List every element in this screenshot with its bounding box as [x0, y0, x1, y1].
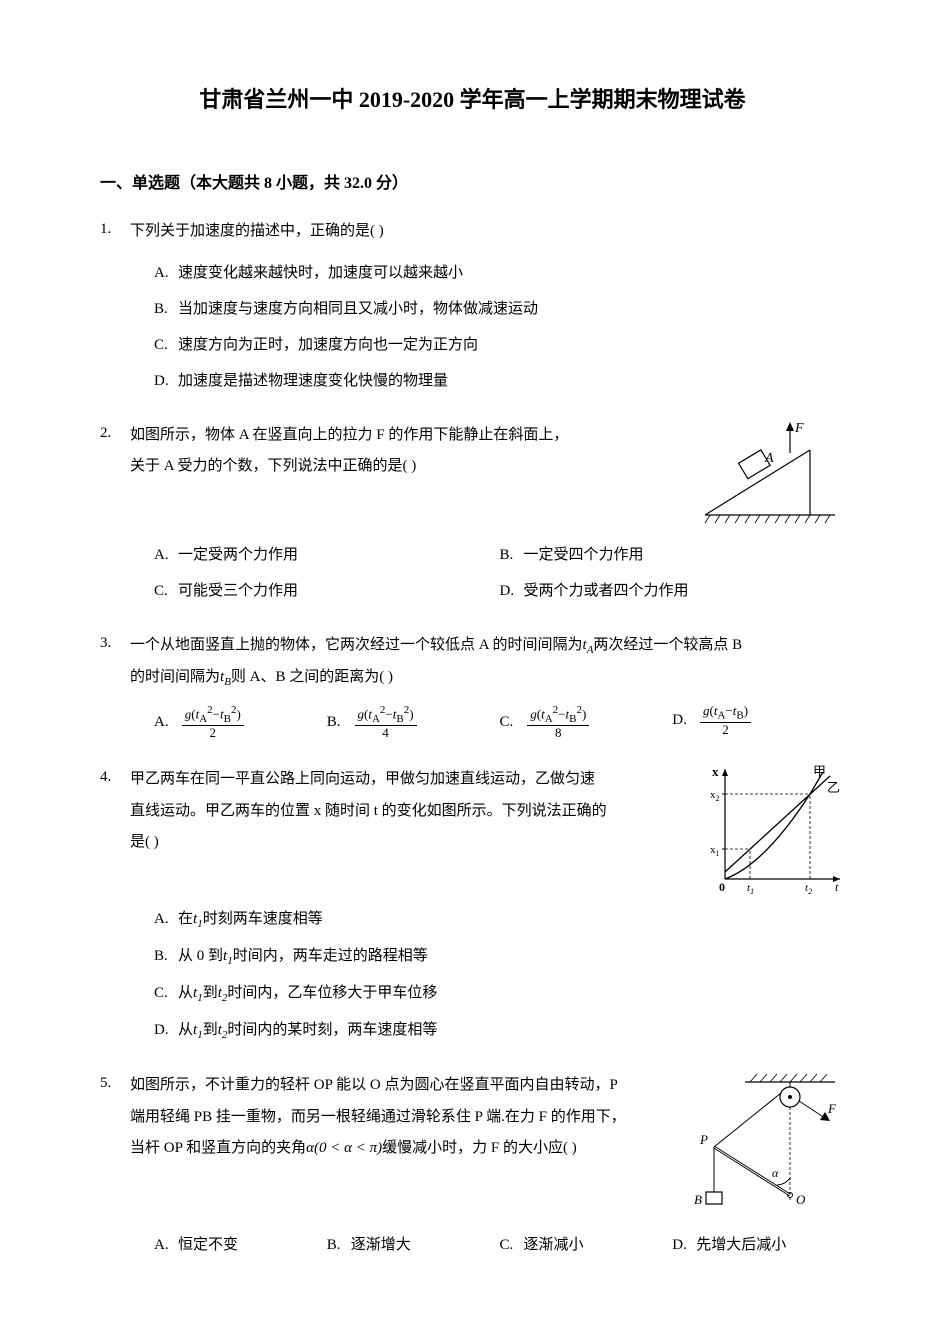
svg-text:x: x	[712, 764, 719, 779]
svg-text:t1: t1	[747, 882, 754, 894]
question-2: 2. 如图所示，物体 A 在竖直向上的拉力 F 的作用下能静止在斜面上， 关于 …	[100, 420, 845, 612]
question-3: 3. 一个从地面竖直上抛的物体，它两次经过一个较低点 A 的时间间隔为tA两次经…	[100, 630, 845, 747]
question-5: 5. 如图所示，不计重力的轻杆 OP 能以 O 点为圆心在竖直平面内自由转动，P…	[100, 1070, 845, 1266]
q4-option-d: D.从t1到t2时间内的某时刻，两车速度相等	[154, 1015, 845, 1046]
svg-text:x2: x2	[710, 789, 720, 803]
svg-text:A: A	[764, 451, 774, 466]
svg-text:x1: x1	[710, 844, 720, 858]
q1-option-a: A.速度变化越来越快时，加速度可以越来越小	[154, 258, 845, 288]
svg-text:乙: 乙	[827, 780, 840, 795]
section-header: 一、单选题（本大题共 8 小题，共 32.0 分）	[100, 170, 845, 199]
q3-option-a: A. g(tA2−tB2)2	[154, 704, 327, 740]
question-1: 1. 下列关于加速度的描述中，正确的是( ) A.速度变化越来越快时，加速度可以…	[100, 216, 845, 402]
svg-text:F: F	[827, 1101, 837, 1116]
svg-text:O: O	[796, 1192, 806, 1207]
svg-text:α: α	[772, 1166, 779, 1180]
q5-option-a: A.恒定不变	[154, 1230, 327, 1260]
svg-text:t2: t2	[805, 882, 812, 894]
svg-text:B: B	[694, 1192, 702, 1207]
q4-number: 4.	[100, 764, 130, 791]
q5-option-b: B.逐渐增大	[327, 1230, 500, 1260]
svg-text:t: t	[835, 880, 839, 894]
q4-option-c: C.从t1到t2时间内，乙车位移大于甲车位移	[154, 978, 845, 1009]
q3-option-c: C. g(tA2−tB2)8	[500, 704, 673, 740]
q3-option-d: D. g(tA−tB)2	[672, 704, 845, 740]
q4-figure: x t 0 x1 x2 t1 t2	[705, 764, 845, 904]
q5-figure: O P F α	[690, 1070, 845, 1230]
q5-number: 5.	[100, 1070, 130, 1097]
q2-option-a: A.一定受两个力作用	[154, 540, 500, 570]
q2-option-c: C.可能受三个力作用	[154, 576, 500, 606]
q3-option-b: B. g(tA2−tB2)4	[327, 704, 500, 740]
svg-text:F: F	[794, 421, 804, 436]
q4-option-b: B.从 0 到t1时间内，两车走过的路程相等	[154, 941, 845, 972]
q3-number: 3.	[100, 630, 130, 657]
q1-option-c: C.速度方向为正时，加速度方向也一定为正方向	[154, 330, 845, 360]
question-4: 4. 甲乙两车在同一平直公路上同向运动，甲做匀加速直线运动，乙做匀速 直线运动。…	[100, 764, 845, 1052]
q1-stem: 下列关于加速度的描述中，正确的是( )	[130, 216, 845, 248]
svg-text:甲: 甲	[813, 764, 826, 779]
q1-number: 1.	[100, 216, 130, 243]
q5-option-d: D.先增大后减小	[672, 1230, 845, 1260]
q2-stem: 如图所示，物体 A 在竖直向上的拉力 F 的作用下能静止在斜面上， 关于 A 受…	[130, 420, 685, 530]
q4-stem: 甲乙两车在同一平直公路上同向运动，甲做匀加速直线运动，乙做匀速 直线运动。甲乙两…	[130, 764, 695, 894]
svg-text:P: P	[699, 1132, 708, 1147]
q5-stem: 如图所示，不计重力的轻杆 OP 能以 O 点为圆心在竖直平面内自由转动，P 端用…	[130, 1070, 680, 1220]
q3-stem: 一个从地面竖直上抛的物体，它两次经过一个较低点 A 的时间间隔为tA两次经过一个…	[130, 630, 845, 694]
exam-title: 甘肃省兰州一中 2019-2020 学年高一上学期期末物理试卷	[100, 80, 845, 120]
q2-option-d: D.受两个力或者四个力作用	[500, 576, 846, 606]
q1-option-b: B.当加速度与速度方向相同且又减小时，物体做减速运动	[154, 294, 845, 324]
q4-option-a: A.在t1时刻两车速度相等	[154, 904, 845, 935]
q2-figure: A F	[695, 420, 845, 540]
svg-text:0: 0	[719, 880, 725, 894]
q2-number: 2.	[100, 420, 130, 447]
q1-option-d: D.加速度是描述物理速度变化快慢的物理量	[154, 366, 845, 396]
q2-option-b: B.一定受四个力作用	[500, 540, 846, 570]
q5-option-c: C.逐渐减小	[500, 1230, 673, 1260]
